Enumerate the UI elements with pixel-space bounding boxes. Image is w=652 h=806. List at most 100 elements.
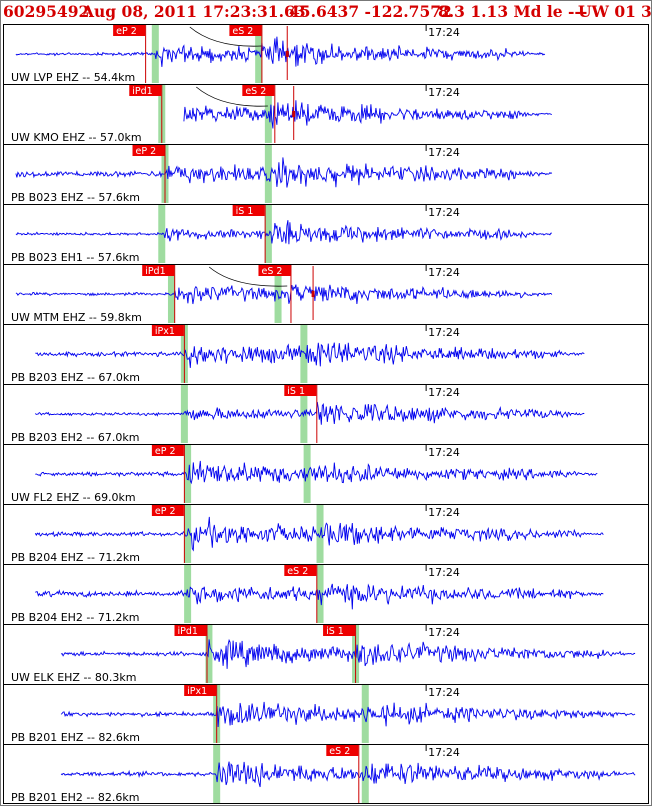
trace-panel: 17:24 eP 2 eS 2 UW LVP EHZ -- 54.4km [3, 24, 649, 84]
pick-box [242, 85, 275, 96]
station-label: PB B023 EHZ -- 57.6km [11, 191, 140, 204]
pick-label: iS 1 [287, 386, 305, 397]
pick-label: iS 1 [236, 206, 254, 217]
travel-time-curve [208, 266, 288, 287]
event-datetime: Aug 08, 2011 17:23:31.63 [82, 2, 306, 21]
event-location: 45.6437 -122.7572 [289, 2, 452, 21]
trace-panel: 17:24 iPd1 eS 2 UW KMO EHZ -- 57.0km [3, 84, 649, 144]
event-depth-magnitude: 8.3 1.13 Md le --- [438, 2, 588, 21]
trace-panel: 17:24 eS 2 PB B201 EH2 -- 82.6km [3, 744, 649, 804]
pick-label: eP 2 [116, 26, 137, 37]
predicted-arrival-band [184, 445, 192, 503]
time-label: 17:24 [428, 626, 460, 639]
station-label: PB B203 EH2 -- 67.0km [11, 431, 139, 444]
trace-panel: 17:24 eP 2 UW FL2 EHZ -- 69.0km [3, 444, 649, 504]
trace-panel: 17:24 iS 1 PB B023 EH1 -- 57.6km [3, 204, 649, 264]
pick-label: eS 2 [261, 266, 282, 277]
pick-label: iPx1 [155, 326, 175, 337]
pick-box [113, 25, 146, 36]
predicted-arrival-band [303, 445, 311, 503]
station-label: PB B203 EHZ -- 67.0km [11, 371, 140, 384]
waveform [15, 284, 553, 305]
waveform [60, 701, 636, 728]
pick-box [151, 325, 184, 336]
pick-box [229, 25, 262, 36]
station-label: PB B204 EHZ -- 71.2km [11, 551, 140, 564]
pick-box [326, 745, 359, 756]
predicted-arrival-band [180, 385, 188, 443]
predicted-arrival-band [264, 145, 272, 203]
time-label: 17:24 [428, 566, 460, 579]
trace-panel: 17:24 iPd1 iS 1 UW ELK EHZ -- 80.3km [3, 624, 649, 684]
station-label: PB B201 EH2 -- 82.6km [11, 791, 139, 804]
pick-box [323, 625, 356, 636]
station-label: PB B023 EH1 -- 57.6km [11, 251, 139, 264]
pick-label: iPd1 [132, 86, 152, 97]
pick-label: iPd1 [145, 266, 165, 277]
event-network: UW 01 [578, 2, 636, 21]
trace-panel: 17:24 eS 2 PB B204 EH2 -- 71.2km [3, 564, 649, 624]
time-label: 17:24 [428, 266, 460, 279]
amplitude-marker [311, 291, 315, 297]
travel-time-curve [189, 26, 262, 47]
waveform [15, 36, 546, 67]
travel-time-curve [196, 86, 268, 107]
trace-panel: 17:24 eP 2 PB B023 EHZ -- 57.6km [3, 144, 649, 204]
waveform [60, 638, 636, 669]
pick-box [151, 505, 184, 516]
waveform [15, 157, 553, 188]
event-extra: 3 [641, 2, 652, 21]
pick-label: eP 2 [136, 146, 157, 157]
pick-box [258, 265, 291, 276]
time-label: 17:24 [428, 86, 460, 99]
predicted-arrival-band [167, 265, 175, 323]
waveform [34, 516, 604, 552]
predicted-arrival-band [361, 685, 369, 743]
pick-label: eS 2 [232, 26, 253, 37]
trace-panel: 17:24 iS 1 PB B203 EH2 -- 67.0km [3, 384, 649, 444]
time-label: 17:24 [428, 506, 460, 519]
pick-label: eP 2 [155, 506, 176, 517]
amplitude-marker [285, 51, 289, 57]
pick-label: iS 1 [326, 626, 344, 637]
waveform [15, 220, 552, 245]
station-label: UW KMO EHZ -- 57.0km [11, 131, 142, 144]
trace-panel: 17:24 eP 2 PB B204 EHZ -- 71.2km [3, 504, 649, 564]
pick-box [151, 445, 184, 456]
station-label: UW ELK EHZ -- 80.3km [11, 671, 136, 684]
waveform [60, 761, 636, 788]
amplitude-marker [292, 111, 296, 117]
predicted-arrival-band [300, 325, 308, 383]
pick-box [174, 625, 207, 636]
waveform [35, 460, 598, 485]
pick-label: iPd1 [177, 626, 197, 637]
waveform [35, 583, 604, 610]
station-label: UW FL2 EHZ -- 69.0km [11, 491, 136, 504]
pick-box [129, 85, 162, 96]
station-label: PB B201 EHZ -- 82.6km [11, 731, 140, 744]
time-label: 17:24 [428, 146, 460, 159]
waveform [183, 100, 553, 129]
pick-label: iPx1 [187, 686, 207, 697]
pick-box [142, 265, 175, 276]
pick-label: eS 2 [287, 566, 308, 577]
pick-box [184, 685, 217, 696]
pick-box [132, 145, 165, 156]
trace-panel: 17:24 iPx1 PB B203 EHZ -- 67.0km [3, 324, 649, 384]
trace-panel: 17:24 iPd1 eS 2 UW MTM EHZ -- 59.8km [3, 264, 649, 324]
event-header: 60295492 Aug 08, 2011 17:23:31.63 45.643… [0, 0, 652, 24]
waveform [35, 342, 585, 368]
pick-label: eP 2 [155, 446, 176, 457]
predicted-arrival-band [213, 745, 221, 803]
pick-box [284, 385, 317, 396]
predicted-arrival-band [205, 625, 213, 683]
time-label: 17:24 [428, 26, 460, 39]
waveform [34, 401, 585, 425]
pick-label: eS 2 [329, 746, 350, 757]
event-id: 60295492 [3, 2, 90, 21]
predicted-arrival-band [255, 25, 263, 83]
time-label: 17:24 [428, 446, 460, 459]
time-label: 17:24 [428, 206, 460, 219]
